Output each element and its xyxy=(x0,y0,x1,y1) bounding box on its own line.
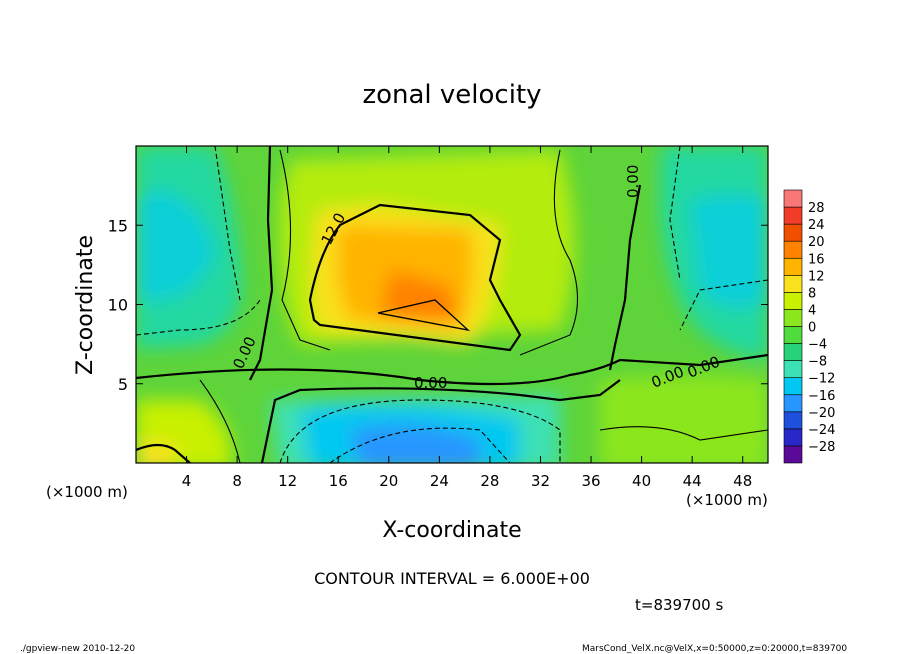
y-tick-label: 10 xyxy=(108,296,128,315)
contour-minus12-bottom xyxy=(329,427,511,463)
x-tick-label: 28 xyxy=(480,472,499,490)
colorbar-swatch xyxy=(783,292,803,310)
x-unit-label-right: (×1000 m) xyxy=(686,491,768,509)
time-label: t=839700 s xyxy=(635,596,723,614)
colorbar-swatch xyxy=(783,445,803,464)
heatmap-field xyxy=(136,146,768,463)
contour-label: 0.00 xyxy=(624,165,642,198)
colorbar-tick-label: 20 xyxy=(808,235,825,250)
contour-18 xyxy=(377,299,471,332)
contour-zero-right xyxy=(608,184,642,371)
cool-core-left xyxy=(136,190,215,300)
footer-source: MarsCond_VelX.nc@VelX,x=0:50000,z=0:2000… xyxy=(582,644,847,654)
colorbar-swatch xyxy=(783,240,803,259)
y-axis-label: Z-coordinate xyxy=(73,235,98,375)
x-tick-label: 40 xyxy=(632,472,651,490)
colorbar-tick-label: −20 xyxy=(808,406,835,421)
contour-zero-bottom xyxy=(260,379,621,463)
warm-max xyxy=(380,270,460,325)
colorbar-tick-label: −12 xyxy=(808,372,835,387)
colorbar-swatch xyxy=(783,377,803,396)
colorbar-swatch xyxy=(783,309,803,327)
contour-12 xyxy=(308,203,522,352)
colorbar-tick-label: 28 xyxy=(808,201,825,216)
x-tick-label: 4 xyxy=(182,472,192,490)
colorbar-tick-label: 8 xyxy=(808,286,816,301)
cool-core-right xyxy=(690,195,768,308)
contour-zero-mid xyxy=(136,353,768,386)
contour-6-left xyxy=(279,149,331,351)
x-tick-label: 48 xyxy=(733,472,752,490)
x-tick-label: 32 xyxy=(531,472,550,490)
contour-lines xyxy=(136,146,768,463)
x-tick-label: 24 xyxy=(430,472,449,490)
x-axis-label: X-coordinate xyxy=(382,518,521,543)
contour-zero-corner xyxy=(136,443,191,463)
footer-program: ./gpview-new 2010-12-20 xyxy=(20,644,135,654)
colorbar-tick-label: −16 xyxy=(808,389,835,404)
chart-title: zonal velocity xyxy=(362,80,541,110)
contour-zero-left xyxy=(249,146,274,381)
colorbar-swatch xyxy=(783,257,803,276)
x-axis-ticks: 4 8 12 16 20 24 28 32 36 40 44 48 xyxy=(182,146,752,490)
x-tick-label: 36 xyxy=(581,472,600,490)
colorbar: −28 −24 −20 −16 −12 −8 −4 0 4 8 12 16 20 24 28 xyxy=(783,189,835,464)
x-tick-label: 12 xyxy=(278,472,297,490)
x-tick-label: 16 xyxy=(329,472,348,490)
colorbar-tick-label: −28 xyxy=(808,440,835,455)
colorbar-swatch xyxy=(783,326,803,344)
contour-minus6-bottom xyxy=(279,399,561,463)
contour-minus6-right xyxy=(669,146,768,331)
colorbar-swatch xyxy=(783,411,803,430)
colorbar-swatch xyxy=(783,428,803,447)
y-axis-ticks: 5 10 15 xyxy=(108,216,768,394)
colorbar-swatch xyxy=(783,394,803,413)
contour-minus6-left xyxy=(136,146,261,336)
colorbar-swatch xyxy=(783,189,803,208)
colorbar-tick-label: 16 xyxy=(808,252,825,267)
cold-core-bottom xyxy=(350,424,480,463)
colorbar-swatch xyxy=(783,360,803,378)
contour-label: 0.00 xyxy=(414,374,447,392)
colorbar-tick-label: −24 xyxy=(808,423,835,438)
y-tick-label: 15 xyxy=(108,216,128,235)
colorbar-swatch xyxy=(783,223,803,242)
colorbar-tick-label: 4 xyxy=(808,303,816,318)
x-tick-label: 44 xyxy=(683,472,702,490)
warm-region-bottom-right xyxy=(600,375,768,463)
contour-6-right xyxy=(519,149,578,356)
colorbar-swatch xyxy=(783,343,803,361)
colorbar-tick-label: 24 xyxy=(808,218,825,233)
contour-6-bottom xyxy=(199,379,768,463)
x-tick-label: 20 xyxy=(379,472,398,490)
colorbar-swatch xyxy=(783,275,803,293)
colorbar-tick-label: −4 xyxy=(808,338,827,353)
colorbar-tick-label: 12 xyxy=(808,269,825,284)
x-unit-label-left: (×1000 m) xyxy=(46,483,128,501)
colorbar-tick-label: −8 xyxy=(808,355,827,370)
y-tick-label: 5 xyxy=(118,375,128,394)
x-tick-label: 8 xyxy=(232,472,242,490)
colorbar-swatch xyxy=(783,206,803,225)
contour-interval-text: CONTOUR INTERVAL = 6.000E+00 xyxy=(314,569,590,588)
colorbar-tick-label: 0 xyxy=(808,321,816,336)
